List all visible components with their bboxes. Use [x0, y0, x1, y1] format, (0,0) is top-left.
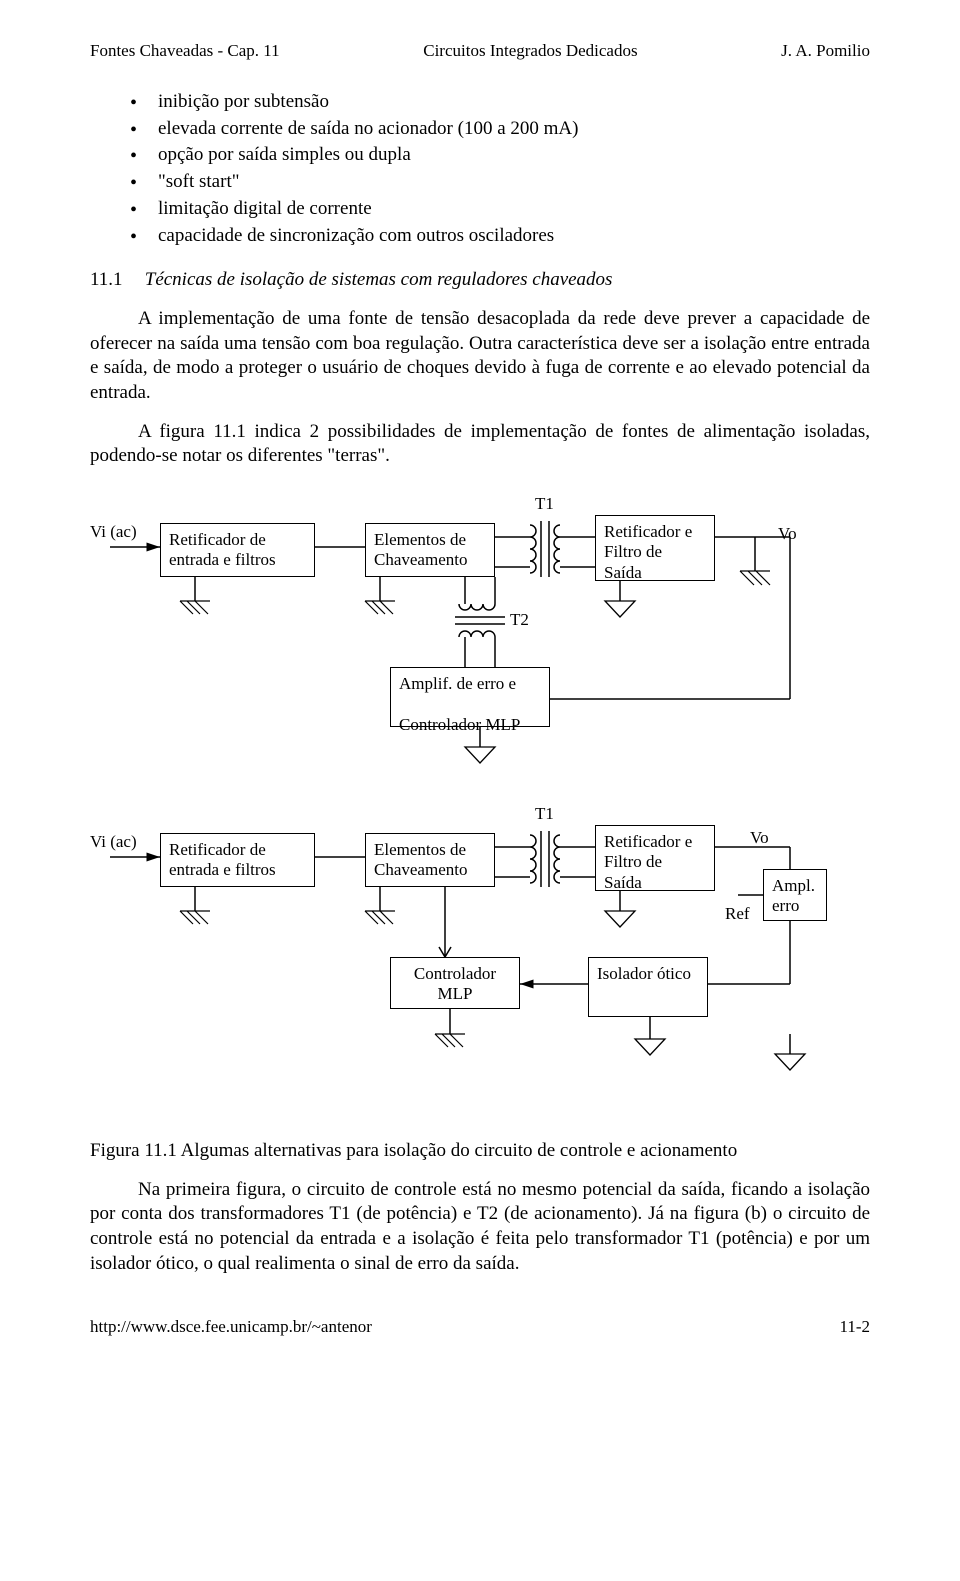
list-item: "soft start" — [130, 170, 870, 195]
figure-caption: Figura 11.1 Algumas alternativas para is… — [90, 1139, 870, 1164]
label-vi: Vi (ac) — [90, 831, 137, 853]
box-text: Retificador e — [604, 522, 692, 541]
header-right: J. A. Pomilio — [781, 40, 870, 62]
footer-url: http://www.dsce.fee.unicamp.br/~antenor — [90, 1316, 372, 1338]
box-text: Isolador ótico — [597, 964, 691, 983]
paragraph: Na primeira figura, o circuito de contro… — [90, 1178, 870, 1277]
box-text: erro — [772, 896, 799, 915]
box-text: Saída — [604, 873, 642, 892]
paragraph: A figura 11.1 indica 2 possibilidades de… — [90, 420, 870, 469]
label-ref: Ref — [725, 903, 750, 925]
header-left: Fontes Chaveadas - Cap. 11 — [90, 40, 280, 62]
box-text: Filtro de — [604, 542, 662, 561]
diagram-b: Vi (ac) T1 Vo Ref Retificador de entrada… — [90, 799, 870, 1109]
section-number: 11.1 — [90, 268, 140, 293]
box-output-filter: Retificador e Filtro de Saída — [595, 515, 715, 581]
box-text: Retificador de — [169, 840, 266, 859]
box-controller-mlp: Controlador MLP — [390, 957, 520, 1009]
box-text: entrada e filtros — [169, 550, 276, 569]
box-text: Controlador MLP — [399, 715, 520, 734]
box-rectifier-input: Retificador de entrada e filtros — [160, 523, 315, 577]
list-item: capacidade de sincronização com outros o… — [130, 224, 870, 249]
box-text: Controlador — [414, 964, 496, 983]
box-rectifier-input: Retificador de entrada e filtros — [160, 833, 315, 887]
list-item: limitação digital de corrente — [130, 197, 870, 222]
box-text: Saída — [604, 563, 642, 582]
label-vi: Vi (ac) — [90, 521, 137, 543]
section-heading: 11.1 Técnicas de isolação de sistemas co… — [90, 268, 870, 293]
box-text: Elementos de — [374, 530, 466, 549]
box-text: Chaveamento — [374, 550, 467, 569]
list-item: opção por saída simples ou dupla — [130, 143, 870, 168]
box-controller: Amplif. de erro e Controlador MLP — [390, 667, 550, 727]
box-text: MLP — [438, 984, 473, 1003]
section-title-text: Técnicas de isolação de sistemas com reg… — [145, 269, 613, 290]
box-optical-isolator: Isolador ótico — [588, 957, 708, 1017]
list-item: elevada corrente de saída no acionador (… — [130, 117, 870, 142]
box-output-filter: Retificador e Filtro de Saída — [595, 825, 715, 891]
label-vo: Vo — [750, 827, 769, 849]
box-text: Filtro de — [604, 852, 662, 871]
box-text: Retificador e — [604, 832, 692, 851]
page-footer: http://www.dsce.fee.unicamp.br/~antenor … — [90, 1316, 870, 1338]
label-t2: T2 — [510, 609, 529, 631]
box-switching: Elementos de Chaveamento — [365, 523, 495, 577]
label-t1: T1 — [535, 493, 554, 515]
box-text: Chaveamento — [374, 860, 467, 879]
box-amp-error: Ampl. erro — [763, 869, 827, 921]
box-text: Ampl. — [772, 876, 815, 895]
footer-page: 11-2 — [839, 1316, 870, 1338]
box-text: entrada e filtros — [169, 860, 276, 879]
label-vo: Vo — [778, 523, 797, 545]
box-text: Elementos de — [374, 840, 466, 859]
box-text: Amplif. de erro e — [399, 674, 516, 693]
paragraph: A implementação de uma fonte de tensão d… — [90, 307, 870, 406]
list-item: inibição por subtensão — [130, 90, 870, 115]
label-t1: T1 — [535, 803, 554, 825]
page-header: Fontes Chaveadas - Cap. 11 Circuitos Int… — [90, 40, 870, 62]
diagram-a: Vi (ac) T1 T2 Vo Retificador de entrada … — [90, 489, 870, 769]
header-center: Circuitos Integrados Dedicados — [423, 40, 637, 62]
box-switching: Elementos de Chaveamento — [365, 833, 495, 887]
bullet-list: inibição por subtensão elevada corrente … — [130, 90, 870, 248]
box-text: Retificador de — [169, 530, 266, 549]
